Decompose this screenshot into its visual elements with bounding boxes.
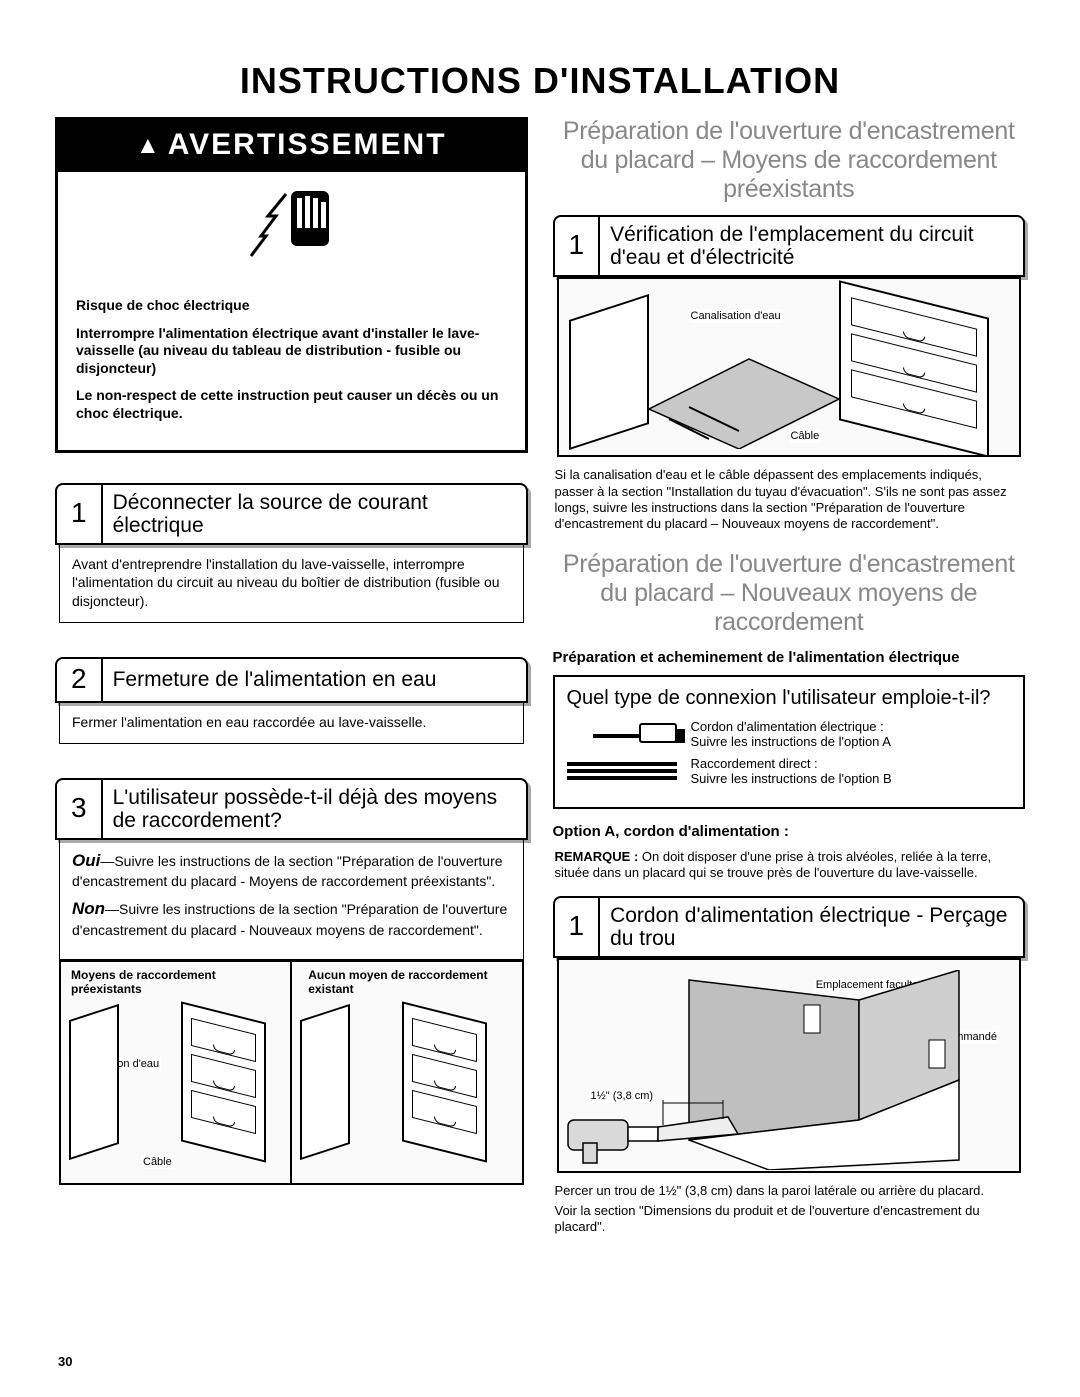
step1-body-text: Avant d'entreprendre l'installation du l… [72,556,500,608]
step3-no: Non—Suivre les instructions de la sectio… [72,898,511,938]
step-header: 1 Vérification de l'emplacement du circu… [553,215,1026,277]
step-number-box: 1 [57,485,103,543]
left-step-1: 1 Déconnecter la source de courant élect… [55,483,528,623]
conn-b-line1: Raccordement direct : [691,756,818,771]
oui-label: Oui [72,851,100,870]
section-heading-2: Préparation de l'ouverture d'encastremen… [553,550,1026,636]
non-label: Non [72,899,105,918]
section-heading-1: Préparation de l'ouverture d'encastremen… [553,117,1026,203]
non-text: —Suivre les instructions de la section "… [72,901,507,937]
connection-row-a: Cordon d'alimentation électrique : Suivr… [567,719,1012,750]
step-number-box: 1 [555,898,601,956]
step-header: 1 Cordon d'alimentation électrique - Per… [553,896,1026,958]
plug-cord-icon [567,723,677,745]
warning-line-1: Risque de choc électrique [76,297,507,315]
step-body: Avant d'entreprendre l'installation du l… [59,545,524,623]
subhead-prep: Préparation et acheminement de l'aliment… [553,649,1026,667]
warning-body: Risque de choc électrique Interrompre l'… [58,291,525,450]
step-header: 1 Déconnecter la source de courant élect… [55,483,528,545]
step-number-box: 1 [555,217,601,275]
warning-line-2: Interrompre l'alimentation électrique av… [76,325,507,378]
connection-type-box: Quel type de connexion l'utilisateur emp… [553,675,1026,809]
warning-header: ▲AVERTISSEMENT [58,120,525,172]
warning-triangle-icon: ▲ [136,132,162,159]
left-column: ▲AVERTISSEMENT Risque de choc électrique… [55,117,528,1254]
page-number: 30 [58,1354,72,1369]
option-a-head: Option A, cordon d'alimentation : [553,823,1026,841]
left-step-2: 2 Fermeture de l'alimentation en eau Fer… [55,657,528,744]
left-step-3: 3 L'utilisateur possède-t-il déjà des mo… [55,778,528,1185]
fig-caption-right: Aucun moyen de raccordement existant [304,966,521,998]
right-step-cord-drill: 1 Cordon d'alimentation électrique - Per… [553,896,1026,1173]
step-header: 2 Fermeture de l'alimentation en eau [55,657,528,703]
step-label: Fermeture de l'alimentation en eau [103,662,447,697]
step-number-box: 2 [57,659,103,701]
note-drill-2: Voir la section "Dimensions du produit e… [555,1203,1024,1236]
fig-left-panel: Moyens de raccordement préexistants Cana… [61,962,292,1183]
warning-header-text: AVERTISSEMENT [168,128,447,161]
fig-right-panel: Aucun moyen de raccordement existant [292,962,521,1183]
step-number-box: 3 [57,780,103,838]
conn-a-line1: Cordon d'alimentation électrique : [691,719,884,734]
verify-figure: Canalisation d'eau Câble 6" (15,2 cm) [557,277,1022,457]
connection-row-b: Raccordement direct : Suivre les instruc… [567,756,1012,787]
right-column: Préparation de l'ouverture d'encastremen… [553,117,1026,1254]
direct-wires-icon [567,760,677,782]
step-label: Cordon d'alimentation électrique - Perça… [600,898,1023,956]
step-body: Fermer l'alimentation en eau raccordée a… [59,703,524,744]
conn-b-line2: Suivre les instructions de l'option B [691,771,892,786]
step-label: L'utilisateur possède-t-il déjà des moye… [103,780,526,838]
note-drill-1: Percer un trou de 1½" (3,8 cm) dans la p… [555,1183,1024,1199]
oui-text: —Suivre les instructions de la section "… [72,853,503,889]
step3-figure: Moyens de raccordement préexistants Cana… [59,960,524,1185]
connection-box-title: Quel type de connexion l'utilisateur emp… [567,687,1012,709]
step-label: Vérification de l'emplacement du circuit… [600,217,1023,275]
warning-box: ▲AVERTISSEMENT Risque de choc électrique… [55,117,528,453]
option-a-note: REMARQUE : On doit disposer d'une prise … [555,849,1024,882]
remark-label: REMARQUE : [555,849,642,864]
connection-a-text: Cordon d'alimentation électrique : Suivr… [691,719,891,750]
shock-hand-icon [58,172,525,291]
content-columns: ▲AVERTISSEMENT Risque de choc électrique… [55,117,1025,1254]
note-under-verify: Si la canalisation d'eau et le câble dép… [555,467,1024,532]
callout-water: Canalisation d'eau [689,309,783,323]
step3-yes: Oui—Suivre les instructions de la sectio… [72,850,511,890]
step-header: 3 L'utilisateur possède-t-il déjà des mo… [55,778,528,840]
callout-cable: Câble [141,1155,174,1169]
conn-a-line2: Suivre les instructions de l'option A [691,734,891,749]
step-label: Déconnecter la source de courant électri… [103,485,526,543]
step2-body-text: Fermer l'alimentation en eau raccordée a… [72,714,426,730]
page-title: INSTRUCTIONS D'INSTALLATION [55,60,1025,102]
fig-caption-left: Moyens de raccordement préexistants [67,966,290,998]
connection-b-text: Raccordement direct : Suivre les instruc… [691,756,892,787]
right-step-verify: 1 Vérification de l'emplacement du circu… [553,215,1026,457]
cord-drill-figure: Emplacement facultatif Emplacement recom… [557,958,1022,1173]
step-body: Oui—Suivre les instructions de la sectio… [59,840,524,960]
warning-line-3: Le non-respect de cette instruction peut… [76,387,507,422]
